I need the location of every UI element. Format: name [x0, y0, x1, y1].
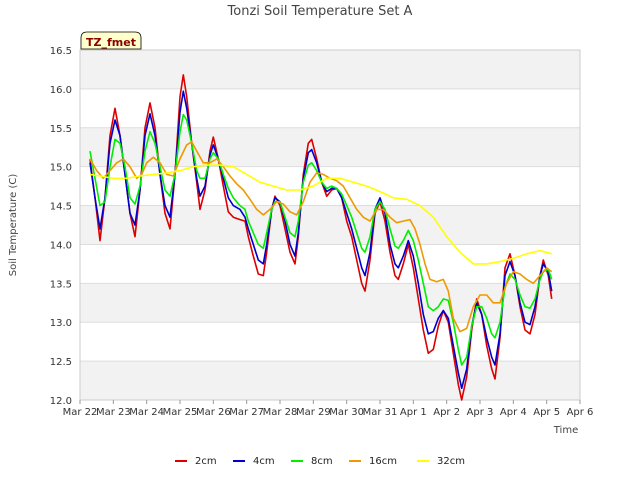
background-band [80, 361, 580, 400]
x-axis-label: Time [553, 425, 578, 436]
legend-label-16cm: 16cm [369, 456, 397, 467]
y-tick-label: 15.0 [50, 163, 72, 174]
legend-label-32cm: 32cm [437, 456, 465, 467]
y-tick-label: 13.5 [50, 279, 72, 290]
x-tick-label: Apr 4 [500, 407, 527, 418]
station-badge: TZ_fmet [80, 31, 142, 50]
series-line-8cm [89, 113, 553, 366]
x-tick-label: Mar 24 [129, 407, 164, 418]
legend: 2cm 4cm 8cm 16cm 32cm [175, 456, 465, 467]
x-tick-label: Apr 5 [533, 407, 560, 418]
x-tick-label: Mar 23 [96, 407, 131, 418]
y-tick-label: 12.5 [50, 357, 72, 368]
background-band [80, 244, 580, 284]
background-band [80, 127, 580, 167]
x-tick-label: Apr 2 [433, 407, 460, 418]
y-tick-label: 16.5 [50, 46, 72, 57]
y-tick-label: 13.0 [50, 318, 72, 329]
x-tick-label: Mar 28 [263, 407, 298, 418]
badge-label: TZ_fmet [86, 36, 136, 49]
x-tick-label: Apr 3 [467, 407, 494, 418]
background-bands [80, 50, 580, 400]
y-tick-label: 16.0 [50, 85, 72, 96]
x-tick-label: Mar 30 [329, 407, 364, 418]
y-tick-label: 15.5 [50, 124, 72, 135]
background-band [80, 205, 580, 245]
x-tick-label: Mar 22 [63, 407, 98, 418]
chart-title: Tonzi Soil Temperature Set A [227, 4, 413, 19]
x-tick-label: Mar 25 [163, 407, 198, 418]
legend-label-2cm: 2cm [195, 456, 217, 467]
background-band [80, 88, 580, 128]
x-tick-label: Mar 27 [229, 407, 264, 418]
y-axis-ticks: 12.0 12.5 13.0 13.5 14.0 14.5 15.0 15.5 16.0 16.5 [50, 46, 72, 407]
series-line-32cm [89, 164, 552, 265]
plot-frame [79, 49, 581, 401]
legend-label-8cm: 8cm [311, 456, 333, 467]
series-line-16cm [89, 141, 553, 333]
x-tick-label: Mar 31 [363, 407, 398, 418]
y-tick-label: 12.0 [50, 396, 72, 407]
background-band [80, 322, 580, 362]
badge-box [80, 31, 142, 50]
background-band [80, 50, 580, 89]
series-lines [89, 74, 553, 401]
legend-label-4cm: 4cm [253, 456, 275, 467]
x-tick-label: Apr 1 [400, 407, 427, 418]
series-line-4cm [89, 90, 553, 390]
y-tick-label: 14.0 [50, 240, 72, 251]
y-axis-label: Soil Temperature (C) [8, 174, 19, 277]
y-tick-label: 14.5 [50, 202, 72, 213]
x-tick-label: Mar 29 [296, 407, 331, 418]
x-tick-label: Mar 26 [196, 407, 231, 418]
x-tick-label: Apr 6 [567, 407, 594, 418]
